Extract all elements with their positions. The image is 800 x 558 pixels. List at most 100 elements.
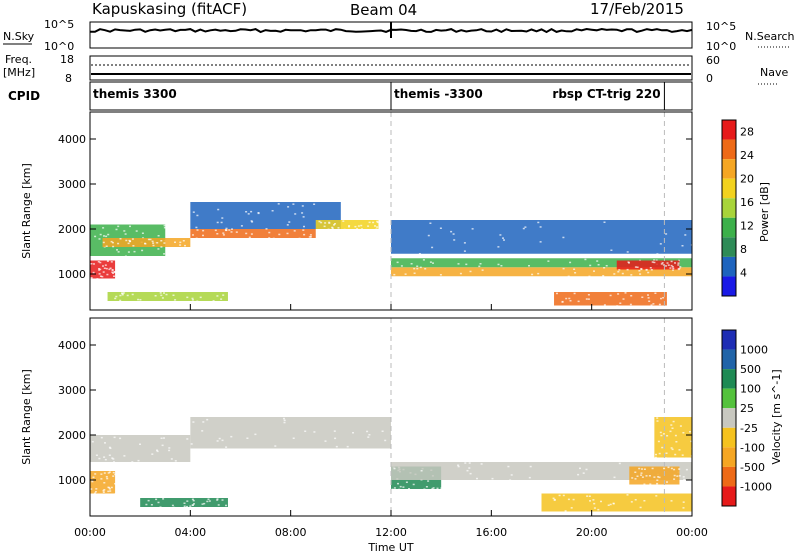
echo-speckle: [640, 472, 643, 474]
echo-band: [107, 292, 228, 301]
y-tick-label: 1000: [58, 268, 86, 281]
echo-speckle: [283, 419, 286, 422]
echo-speckle: [561, 301, 564, 303]
echo-speckle: [324, 222, 327, 224]
echo-speckle: [673, 468, 676, 471]
echo-speckle: [147, 238, 150, 241]
echo-speckle: [629, 303, 632, 306]
echo-speckle: [151, 240, 154, 243]
echo-speckle: [593, 502, 596, 505]
echo-speckle: [313, 431, 316, 433]
echo-speckle: [294, 213, 297, 215]
echo-speckle: [645, 269, 648, 271]
echo-speckle: [107, 472, 110, 474]
echo-speckle: [419, 266, 422, 269]
echo-speckle: [439, 274, 442, 276]
echo-speckle: [655, 453, 657, 456]
echo-speckle: [528, 476, 531, 479]
colorbar-segment: [722, 217, 736, 238]
echo-speckle: [225, 229, 228, 231]
echo-speckle: [424, 268, 427, 270]
echo-speckle: [202, 421, 205, 423]
power-echoes: [90, 202, 693, 307]
echo-speckle: [420, 470, 423, 472]
echo-speckle: [352, 432, 354, 434]
echo-speckle: [163, 292, 165, 294]
echo-speckle: [457, 465, 460, 468]
echo-speckle: [122, 292, 125, 294]
echo-band: [629, 466, 680, 485]
echo-speckle: [661, 262, 664, 264]
echo-speckle: [207, 498, 210, 500]
echo-speckle: [128, 239, 131, 242]
echo-speckle: [90, 277, 93, 279]
echo-speckle: [106, 260, 109, 262]
echo-speckle: [98, 268, 100, 270]
echo-speckle: [376, 221, 379, 224]
echo-speckle: [529, 465, 532, 468]
echo-speckle: [98, 238, 101, 240]
time-x-ticks: 00:00 04:00 08:00 12:00 16:00 20:00 00:00: [74, 304, 708, 539]
echo-speckle: [657, 476, 660, 478]
velocity-colorbar: 1000 500 100 25 -25 -100 -500 -1000: [721, 329, 772, 507]
echo-speckle: [303, 233, 306, 236]
echo-speckle: [331, 226, 334, 229]
echo-speckle: [183, 505, 186, 507]
echo-speckle: [562, 267, 565, 270]
echo-speckle: [418, 253, 421, 255]
echo-speckle: [600, 500, 602, 503]
echo-speckle: [117, 251, 120, 253]
echo-speckle: [217, 208, 220, 211]
echo-speckle: [647, 297, 650, 299]
echo-speckle: [476, 477, 478, 480]
echo-speckle: [408, 488, 410, 490]
echo-speckle: [113, 275, 115, 277]
echo-speckle: [558, 494, 561, 497]
echo-speckle: [556, 292, 558, 295]
echo-speckle: [95, 454, 98, 456]
echo-speckle: [567, 275, 570, 278]
echo-speckle: [673, 478, 676, 480]
echo-speckle: [656, 417, 659, 419]
echo-band: [391, 258, 692, 268]
echo-speckle: [112, 272, 115, 274]
echo-speckle: [684, 234, 687, 236]
echo-speckle: [416, 267, 419, 270]
echo-speckle: [248, 236, 251, 239]
echo-speckle: [682, 501, 685, 503]
echo-speckle: [603, 221, 606, 223]
echo-speckle: [539, 226, 542, 228]
echo-band: [315, 220, 379, 229]
echo-speckle: [357, 225, 360, 227]
echo-speckle: [102, 491, 105, 493]
power-y-ticks: 1000 2000 3000 4000: [58, 133, 692, 281]
echo-speckle: [653, 476, 656, 478]
echo-speckle: [654, 456, 657, 459]
echo-speckle: [103, 235, 105, 237]
echo-speckle: [201, 430, 204, 432]
echo-speckle: [457, 263, 460, 265]
echo-speckle: [573, 268, 576, 270]
echo-speckle: [190, 443, 193, 445]
echo-speckle: [99, 261, 102, 264]
echo-speckle: [656, 420, 659, 422]
echo-speckle: [102, 265, 104, 267]
echo-speckle: [152, 242, 155, 244]
colorbar-frame: [721, 329, 737, 507]
colorbar-tick-label: -1000: [740, 480, 772, 493]
echo-speckle: [621, 272, 624, 275]
echo-speckle: [186, 500, 189, 502]
echo-speckle: [102, 227, 105, 229]
echo-speckle: [613, 476, 616, 479]
echo-speckle: [634, 478, 637, 480]
echo-speckle: [622, 298, 625, 300]
echo-speckle: [149, 238, 152, 241]
echo-speckle: [626, 268, 629, 271]
x-tick-label: 12:00: [375, 526, 407, 539]
echo-speckle: [212, 300, 215, 302]
echo-speckle: [452, 233, 455, 235]
echo-speckle: [609, 294, 612, 297]
x-tick-label: 16:00: [475, 526, 507, 539]
echo-speckle: [346, 445, 349, 448]
echo-speckle: [593, 270, 595, 272]
